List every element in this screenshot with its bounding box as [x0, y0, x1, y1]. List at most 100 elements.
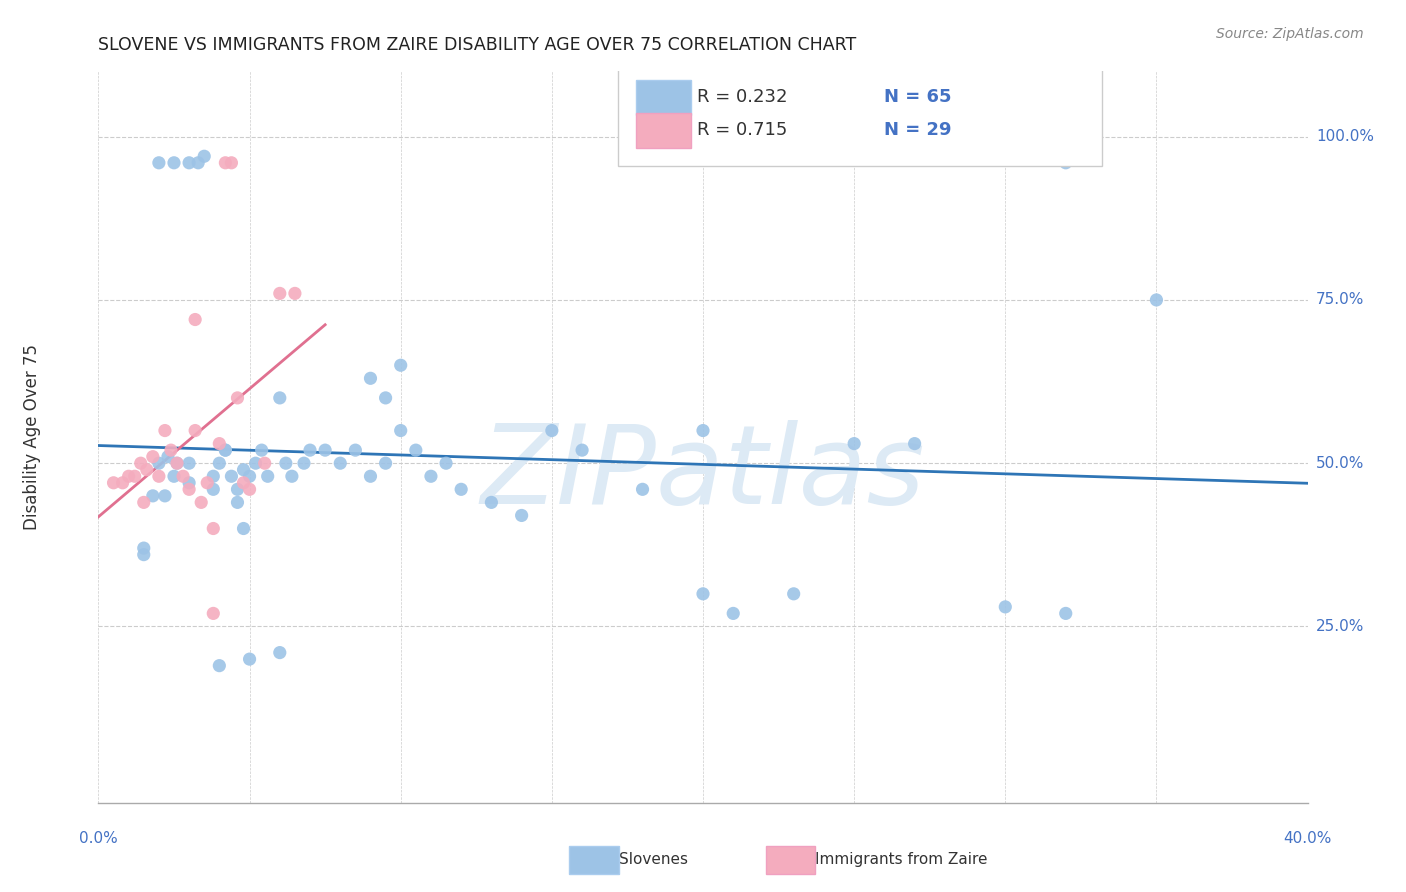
Text: 25.0%: 25.0% [1316, 619, 1364, 634]
Point [481, 495, 503, 509]
Point [389, 424, 412, 438]
Point [184, 424, 207, 438]
Point [631, 483, 654, 497]
Point [269, 286, 291, 301]
Point [221, 156, 243, 170]
Point [208, 456, 231, 470]
Point [389, 358, 412, 372]
Text: 100.0%: 100.0% [1316, 129, 1374, 145]
Point [374, 456, 396, 470]
Text: ZIPatlas: ZIPatlas [481, 420, 925, 527]
Point [721, 607, 744, 621]
Point [187, 156, 209, 170]
Point [256, 469, 278, 483]
Point [172, 469, 194, 483]
Point [1054, 156, 1077, 170]
Point [177, 156, 201, 170]
Point [214, 443, 236, 458]
Point [142, 489, 165, 503]
Point [692, 587, 714, 601]
Text: N = 65: N = 65 [884, 88, 952, 106]
Point [434, 456, 457, 470]
Point [245, 456, 267, 470]
Point [135, 463, 157, 477]
Point [344, 443, 367, 458]
Text: R = 0.232: R = 0.232 [697, 88, 787, 106]
Point [202, 521, 225, 535]
Text: Source: ZipAtlas.com: Source: ZipAtlas.com [1216, 27, 1364, 41]
Point [419, 469, 441, 483]
Point [284, 286, 307, 301]
Point [692, 424, 714, 438]
Point [163, 156, 186, 170]
Point [292, 456, 315, 470]
Point [253, 456, 276, 470]
Point [208, 658, 231, 673]
Point [132, 495, 155, 509]
Text: 75.0%: 75.0% [1316, 293, 1364, 308]
Point [239, 483, 262, 497]
Point [163, 469, 186, 483]
Point [571, 443, 593, 458]
Point [360, 371, 382, 385]
Point [269, 391, 291, 405]
Point [510, 508, 533, 523]
Text: R = 0.715: R = 0.715 [697, 121, 787, 139]
FancyBboxPatch shape [637, 113, 690, 148]
Point [239, 652, 262, 666]
Point [195, 475, 218, 490]
Text: 40.0%: 40.0% [1284, 830, 1331, 846]
Point [177, 456, 201, 470]
Point [148, 469, 170, 483]
Text: Disability Age Over 75: Disability Age Over 75 [22, 344, 41, 530]
Point [281, 469, 304, 483]
Point [226, 391, 249, 405]
Point [208, 436, 231, 450]
Point [177, 483, 201, 497]
Point [299, 443, 322, 458]
Point [221, 469, 243, 483]
Text: Slovenes: Slovenes [619, 853, 688, 867]
Point [202, 483, 225, 497]
Point [193, 149, 215, 163]
Point [782, 587, 804, 601]
Text: SLOVENE VS IMMIGRANTS FROM ZAIRE DISABILITY AGE OVER 75 CORRELATION CHART: SLOVENE VS IMMIGRANTS FROM ZAIRE DISABIL… [98, 36, 856, 54]
Point [450, 483, 472, 497]
Point [103, 475, 125, 490]
Point [153, 424, 176, 438]
Point [156, 450, 179, 464]
Point [190, 495, 212, 509]
Point [274, 456, 297, 470]
Point [132, 548, 155, 562]
Point [184, 312, 207, 326]
Point [202, 469, 225, 483]
Point [166, 456, 188, 470]
Point [314, 443, 336, 458]
Text: 0.0%: 0.0% [79, 830, 118, 846]
Point [132, 541, 155, 555]
Point [994, 599, 1017, 614]
Point [374, 391, 396, 405]
Point [360, 469, 382, 483]
Point [202, 607, 225, 621]
Point [177, 475, 201, 490]
Point [118, 469, 141, 483]
Point [124, 469, 146, 483]
Point [232, 475, 254, 490]
Point [226, 483, 249, 497]
Point [214, 443, 236, 458]
Point [226, 495, 249, 509]
Point [148, 456, 170, 470]
Point [904, 436, 927, 450]
Text: 50.0%: 50.0% [1316, 456, 1364, 471]
Point [1054, 607, 1077, 621]
Point [239, 469, 262, 483]
Point [405, 443, 427, 458]
Point [214, 156, 236, 170]
Point [129, 456, 152, 470]
Point [111, 475, 134, 490]
FancyBboxPatch shape [619, 64, 1102, 167]
Point [329, 456, 352, 470]
Text: N = 29: N = 29 [884, 121, 952, 139]
Point [160, 443, 183, 458]
